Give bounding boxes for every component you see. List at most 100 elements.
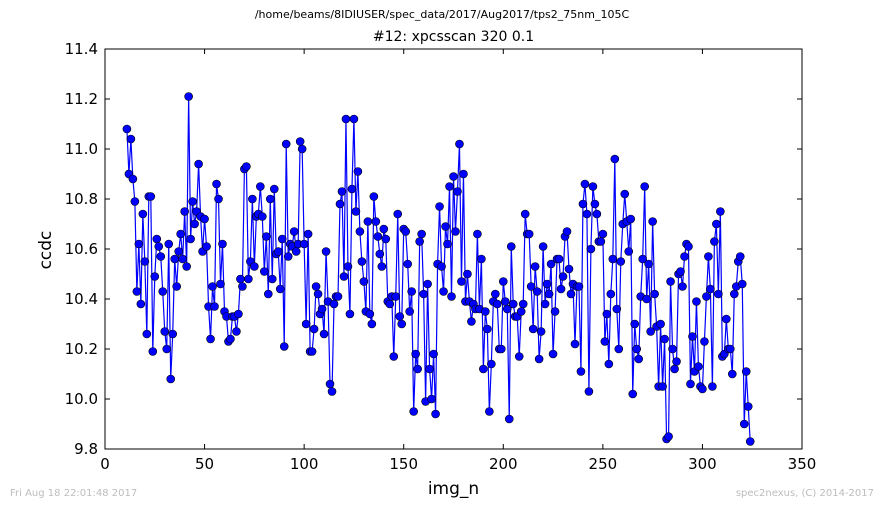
data-point [176,229,185,239]
data-point [735,252,745,261]
data-point [333,292,343,301]
y-tick-label: 10.6 [65,240,98,258]
data-point [502,304,512,314]
y-tick-label: 11.4 [65,40,98,58]
data-point [634,354,644,364]
data-point [335,199,345,209]
data-point [463,269,472,279]
data-point [417,229,426,239]
data-point [578,199,588,209]
data-point [172,282,181,291]
data-point [122,124,132,134]
data-point [608,254,618,264]
data-point [277,234,287,244]
data-point [206,334,215,344]
data-point [164,239,174,249]
footer-credit: spec2nexus, (C) 2014-2017 [735,488,874,499]
data-point [576,367,586,376]
data-point [138,209,148,219]
data-point [146,192,156,201]
chart-title: #12: xpcsscan 320 0.1 [372,29,535,45]
data-point [152,234,162,244]
data-point [447,292,456,301]
data-point [349,114,359,124]
data-point [700,337,709,346]
data-point [630,319,640,329]
data-point [357,257,367,266]
data-point [582,209,592,219]
data-point [437,262,446,271]
data-point [616,257,626,266]
data-point [419,289,428,299]
data-point [226,334,235,344]
data-point [710,237,719,246]
x-tick-label: 100 [290,455,319,473]
data-point [680,252,689,261]
data-point [520,209,530,219]
data-point [455,139,464,149]
y-tick-label: 11.2 [65,90,98,108]
data-point [411,349,420,359]
data-point [620,189,630,199]
data-point [712,219,721,229]
data-point [686,379,695,389]
data-point [369,192,379,201]
data-point [309,324,319,334]
data-point [600,337,610,346]
data-point [580,179,590,189]
data-point [355,227,365,236]
data-point [642,294,651,304]
data-point [714,289,723,299]
y-tick-label: 11.0 [65,140,98,158]
data-point [339,272,349,281]
data-point [660,334,669,344]
data-point [638,254,647,264]
data-point [612,304,622,314]
data-point [483,324,492,334]
data-point [726,344,735,354]
data-point [449,172,458,181]
data-point [343,262,353,271]
data-point [532,287,542,296]
data-point [524,229,534,239]
data-point [329,299,339,309]
data-point [415,237,424,246]
data-point [321,247,331,256]
data-point [592,209,602,219]
data-point [704,252,713,261]
data-point [130,197,140,206]
data-point [692,297,701,306]
data-point [678,282,687,291]
data-point [423,279,432,289]
data-point [534,354,544,364]
data-point [743,402,753,411]
data-point [393,209,403,219]
data-point [391,292,401,301]
data-point [283,252,293,261]
data-point [405,307,414,316]
data-point [451,227,460,236]
data-point [646,327,655,336]
data-point [218,239,227,249]
data-point [311,282,321,291]
x-tick-label: 0 [100,455,110,473]
data-point [132,287,142,296]
data-point [140,257,150,266]
data-point [477,254,486,264]
data-point [180,207,189,216]
data-point [385,299,395,309]
data-point [275,284,285,294]
data-point [377,262,387,271]
y-tick-label: 10.0 [65,390,98,408]
data-point [491,289,500,299]
data-point [536,327,546,336]
data-point [668,344,677,354]
data-point [722,314,731,324]
data-point [745,437,755,446]
data-point [407,287,416,296]
data-point [337,187,347,196]
data-point [628,389,638,399]
data-point [244,274,253,284]
data-point [403,259,413,269]
data-point [178,254,187,264]
